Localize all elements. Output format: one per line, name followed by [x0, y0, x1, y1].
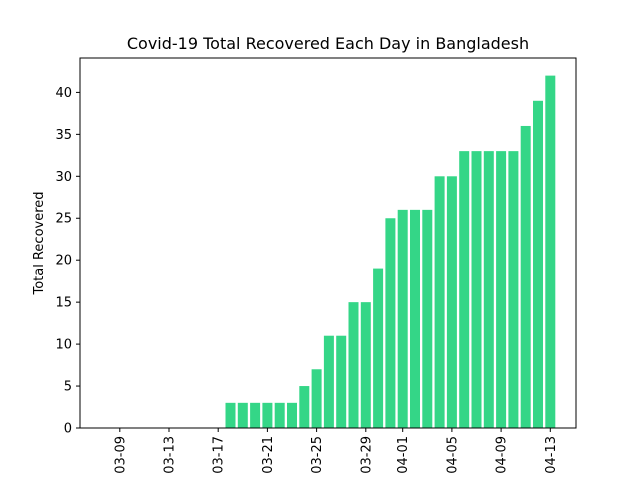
x-tick-label: 03-29: [359, 436, 374, 474]
bar-03-28: [348, 302, 359, 428]
bar-03-26: [323, 335, 334, 428]
x-tick-label: 03-17: [212, 436, 227, 474]
bar-04-03: [422, 209, 433, 428]
bar-03-31: [385, 218, 396, 428]
bar-04-06: [459, 151, 470, 428]
x-tick-label: 03-13: [163, 436, 178, 474]
bar-04-05: [446, 176, 457, 428]
y-tick-label: 10: [55, 338, 72, 353]
bar-03-30: [373, 268, 384, 428]
y-tick-label: 35: [55, 128, 72, 143]
bars-group: [225, 75, 556, 429]
bar-03-29: [360, 302, 371, 428]
bar-04-10: [508, 151, 519, 428]
bar-03-18: [225, 402, 236, 428]
y-tick-label: 15: [55, 296, 72, 311]
y-axis-label: Total Recovered: [32, 191, 47, 295]
bar-03-21: [262, 402, 273, 428]
bar-03-23: [287, 402, 297, 428]
bar-03-19: [237, 402, 248, 428]
y-tick-label: 40: [55, 86, 72, 101]
x-tick-label: 04-05: [445, 436, 460, 474]
x-tick-label: 03-21: [261, 436, 276, 474]
y-tick-label: 0: [64, 422, 72, 437]
y-tick-label: 20: [55, 254, 72, 269]
bar-04-02: [410, 209, 420, 428]
bar-04-13: [545, 75, 556, 428]
bar-03-27: [336, 335, 347, 428]
y-tick-label: 30: [55, 170, 72, 185]
bar-03-25: [311, 369, 322, 428]
bar-04-07: [471, 151, 482, 428]
bar-03-22: [274, 402, 285, 428]
bar-04-08: [483, 151, 494, 428]
y-tick-label: 25: [55, 212, 72, 227]
y-axis: 0 5 10 15 20 25 30 35 40: [55, 86, 80, 437]
plot-frame: [79, 57, 577, 429]
bar-04-09: [496, 151, 507, 428]
x-tick-label: 03-25: [310, 436, 325, 474]
bar-03-20: [250, 402, 261, 428]
bar-04-12: [533, 100, 543, 428]
x-tick-label: 04-01: [396, 436, 411, 474]
x-axis: 03-09 03-13 03-17 03-21 03-25 03-29 04-01 04-05…: [113, 428, 559, 474]
x-tick-label: 04-13: [544, 436, 559, 474]
x-tick-label: 04-09: [495, 436, 510, 474]
bar-04-04: [434, 176, 445, 428]
x-tick-label: 03-09: [113, 436, 128, 474]
y-tick-label: 5: [64, 380, 72, 395]
bar-04-11: [520, 125, 531, 429]
bar-04-01: [397, 209, 408, 428]
bar-03-24: [299, 386, 310, 428]
chart-title: Covid-19 Total Recovered Each Day in Ban…: [127, 34, 529, 53]
